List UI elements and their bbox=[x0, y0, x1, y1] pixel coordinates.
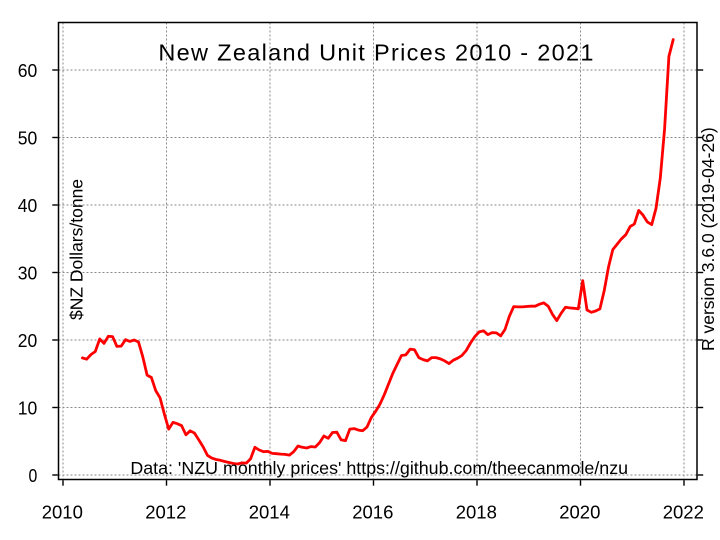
svg-text:2012: 2012 bbox=[145, 502, 186, 523]
svg-text:2010: 2010 bbox=[42, 502, 83, 523]
svg-text:R version 3.6.0 (2019-04-26): R version 3.6.0 (2019-04-26) bbox=[698, 127, 718, 351]
svg-text:0: 0 bbox=[29, 465, 38, 486]
svg-text:20: 20 bbox=[18, 330, 38, 351]
svg-text:2022: 2022 bbox=[663, 502, 704, 523]
svg-text:2018: 2018 bbox=[456, 502, 497, 523]
svg-text:60: 60 bbox=[18, 60, 38, 81]
svg-text:30: 30 bbox=[18, 263, 38, 284]
svg-text:2020: 2020 bbox=[559, 502, 600, 523]
svg-text:50: 50 bbox=[18, 128, 38, 149]
svg-text:$NZ Dollars/tonne: $NZ Dollars/tonne bbox=[67, 179, 87, 320]
svg-text:New Zealand Unit Prices 2010 -: New Zealand Unit Prices 2010 - 2021 bbox=[158, 40, 594, 66]
svg-text:2014: 2014 bbox=[249, 502, 290, 523]
svg-text:2016: 2016 bbox=[352, 502, 393, 523]
svg-text:40: 40 bbox=[18, 195, 38, 216]
svg-text:Data: 'NZU monthly prices' htt: Data: 'NZU monthly prices' https://githu… bbox=[130, 458, 628, 478]
svg-text:10: 10 bbox=[18, 398, 38, 419]
